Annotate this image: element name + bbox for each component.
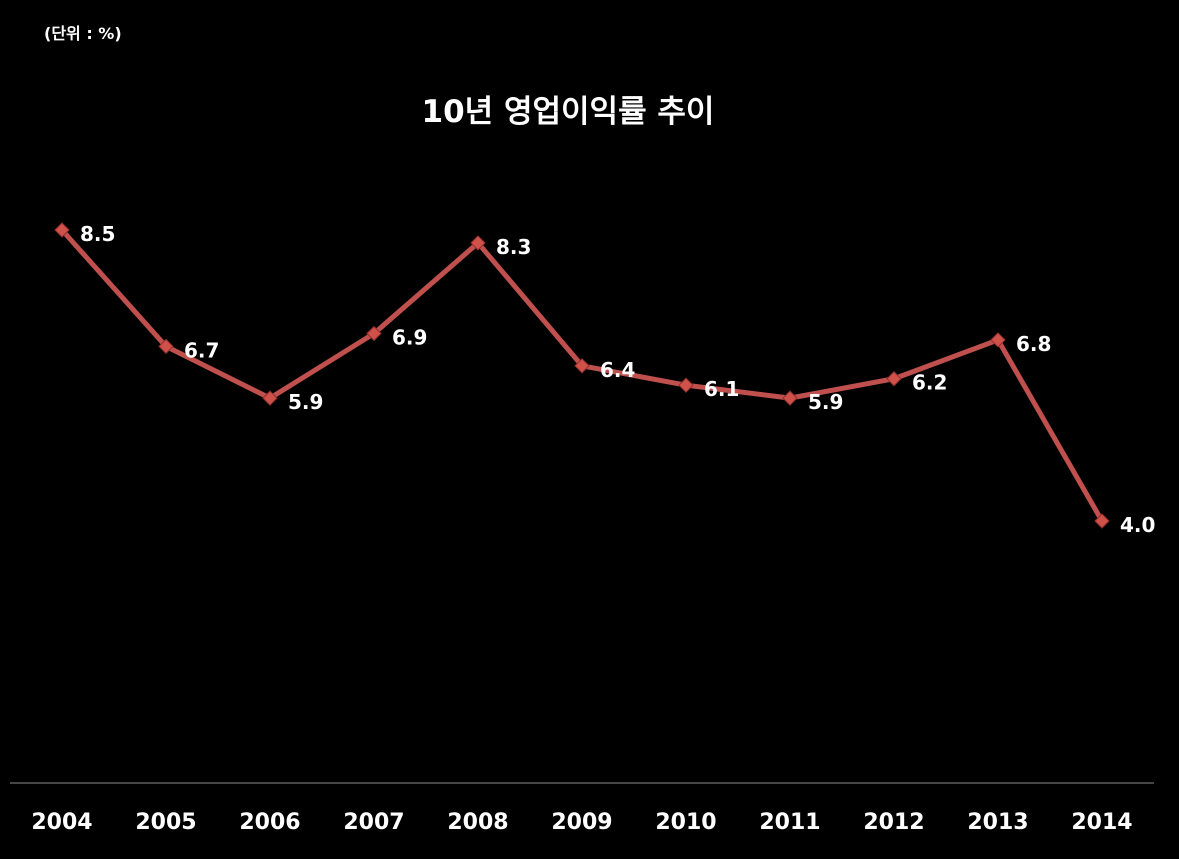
data-label: 6.4 [600, 358, 635, 382]
data-point-marker [158, 338, 174, 355]
data-label: 8.3 [496, 235, 531, 259]
data-point-marker [990, 332, 1006, 348]
x-tick-label: 2013 [967, 810, 1028, 835]
chart-title: 10년 영업이익률 추이 [421, 94, 715, 130]
data-label: 6.7 [184, 338, 219, 362]
data-label: 5.9 [808, 390, 843, 414]
x-tick-label: 2007 [343, 810, 404, 835]
data-label-layer: 8.5 6.7 5.9 6.9 8.3 6.4 6.1 5.9 6.2 6.8 4.0 [80, 222, 1155, 537]
x-tick-label: 2009 [551, 810, 612, 835]
x-tick-label: 2010 [655, 810, 716, 835]
data-point-marker [470, 235, 486, 251]
data-point-marker [366, 325, 382, 342]
x-tick-label: 2006 [239, 810, 300, 835]
x-tick-label: 2011 [759, 810, 820, 835]
data-point-marker [1094, 513, 1110, 529]
data-label: 6.1 [704, 377, 739, 401]
x-tick-label: 2004 [31, 810, 92, 835]
data-point-marker [782, 390, 798, 406]
x-tick-label: 2012 [863, 810, 924, 835]
data-label: 6.2 [912, 371, 947, 395]
data-point-marker [678, 377, 694, 393]
data-point-marker [574, 358, 590, 374]
x-tick-label: 2008 [447, 810, 508, 835]
data-point-marker [262, 390, 278, 406]
data-point-marker [54, 222, 70, 238]
data-point-marker [886, 371, 902, 387]
data-label: 6.8 [1016, 332, 1051, 356]
data-label: 5.9 [288, 390, 323, 414]
x-tick-label: 2014 [1071, 810, 1132, 835]
unit-label: (단위 : %) [44, 24, 122, 43]
x-tick-label: 2005 [135, 810, 196, 835]
x-tick-layer: 2004 2005 2006 2007 2008 2009 2010 2011 2012 2013… [31, 810, 1132, 835]
data-label: 6.9 [392, 325, 427, 349]
marker-layer [54, 222, 1110, 529]
data-label: 8.5 [80, 222, 115, 246]
data-label: 4.0 [1120, 513, 1155, 537]
